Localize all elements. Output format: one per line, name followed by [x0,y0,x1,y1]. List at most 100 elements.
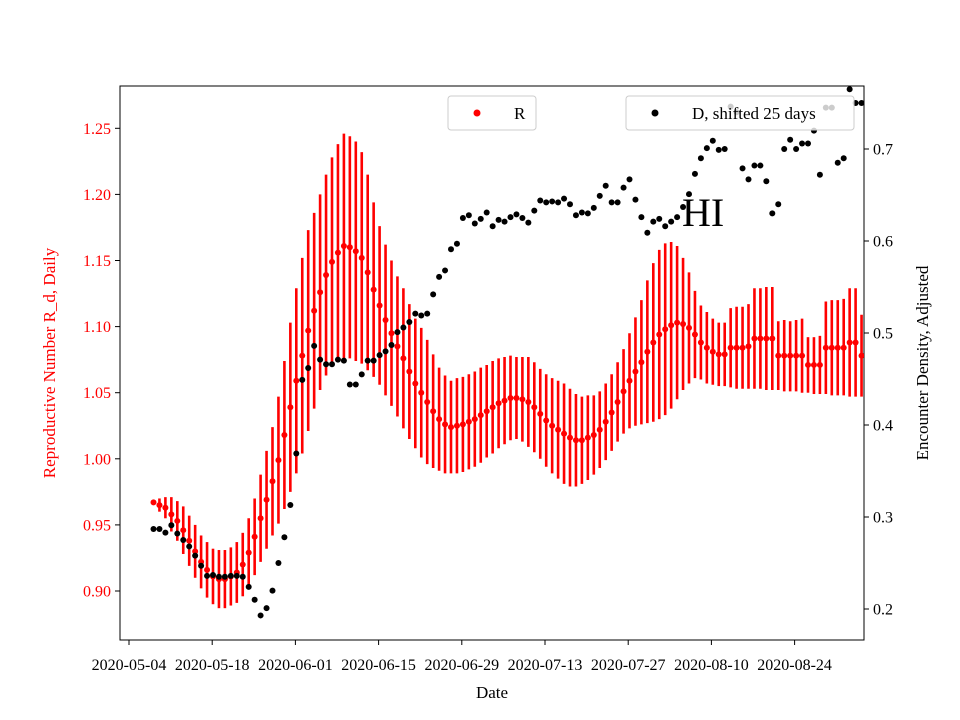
d-point [674,214,681,221]
y-left-tick-label: 1.05 [83,385,111,402]
d-point [334,356,341,363]
y-right-tick-label: 0.7 [873,142,893,159]
d-point [340,357,347,364]
d-point [370,357,377,364]
d-point [233,572,240,579]
legend-d-marker [651,109,659,117]
d-point [382,348,389,355]
d-point [805,140,811,147]
x-tick-label: 2020-08-10 [674,657,749,674]
r-point [370,286,377,293]
y-axis-left-title: Reproductive Number R_d, Daily [40,247,59,478]
r-point [810,361,817,368]
r-point [204,566,211,573]
d-point [400,324,407,331]
d-point [489,223,496,230]
d-point [198,562,205,569]
d-series [150,86,864,619]
y-left-tick-label: 1.15 [83,253,111,270]
y-axis-right-title: Encounter Density, Adjusted [913,265,932,460]
r-point [430,408,437,415]
d-point [227,572,234,579]
r-point [477,412,484,419]
legend-r-marker [473,109,481,117]
r-point [608,409,615,416]
r-point [269,478,276,485]
r-point [602,418,609,425]
d-point [638,214,645,221]
d-point [626,176,633,183]
r-point [501,397,508,404]
r-point [572,437,579,444]
r-point [733,344,740,351]
r-point [400,355,407,362]
d-point [561,195,568,202]
r-point [858,352,864,359]
d-point [180,537,187,543]
d-point [406,318,413,325]
r-point [352,248,359,255]
r-point [334,249,341,256]
d-point [543,199,550,206]
r-point [799,352,806,359]
r-point [251,533,258,540]
d-point [816,171,823,178]
d-point [448,246,454,253]
r-point [757,335,764,342]
r-point [632,368,639,375]
r-point [828,344,835,351]
y-right-tick-label: 0.5 [873,326,893,343]
r-point [305,327,312,334]
r-point [507,394,514,401]
r-point [739,344,746,351]
d-point [531,207,538,214]
r-point [150,499,157,506]
d-point [781,146,788,152]
r-error-bars [152,133,863,609]
d-point [775,201,782,208]
r-point [239,561,246,568]
d-point [501,218,508,225]
x-tick-label: 2020-08-24 [757,657,832,674]
d-point [691,170,698,177]
d-point [477,215,484,222]
d-point [459,215,466,221]
r-point [525,398,532,405]
y-axis-right: 0.2 0.3 0.4 0.5 0.6 0.7 [864,142,893,619]
d-point [245,583,252,590]
d-point [507,214,514,221]
r-point [406,368,413,375]
d-point [269,587,276,594]
r-point [442,421,449,428]
x-tick-label: 2020-06-15 [341,657,416,674]
annotation-label: HI [682,190,724,235]
x-tick-label: 2020-05-04 [92,657,167,674]
d-point [632,196,639,203]
r-point [668,322,675,329]
d-point [668,218,675,225]
d-point [323,361,330,368]
r-point [834,344,841,351]
r-point [287,404,294,411]
r-point [763,335,770,342]
d-point [751,162,758,169]
r-point [340,242,347,249]
r-point [323,272,330,279]
r-point [781,352,788,359]
r-point [317,289,324,296]
d-point [590,204,597,211]
d-point [251,596,258,603]
d-point [799,140,806,147]
y-right-tick-label: 0.2 [873,602,893,619]
d-point [186,543,193,550]
legend-d-box [625,95,855,131]
r-point [691,331,698,338]
r-point [448,424,454,431]
r-point [793,352,800,359]
r-point [555,426,562,433]
d-point [424,310,431,317]
d-point [721,146,728,152]
r-point [329,258,335,265]
r-point [436,416,443,423]
